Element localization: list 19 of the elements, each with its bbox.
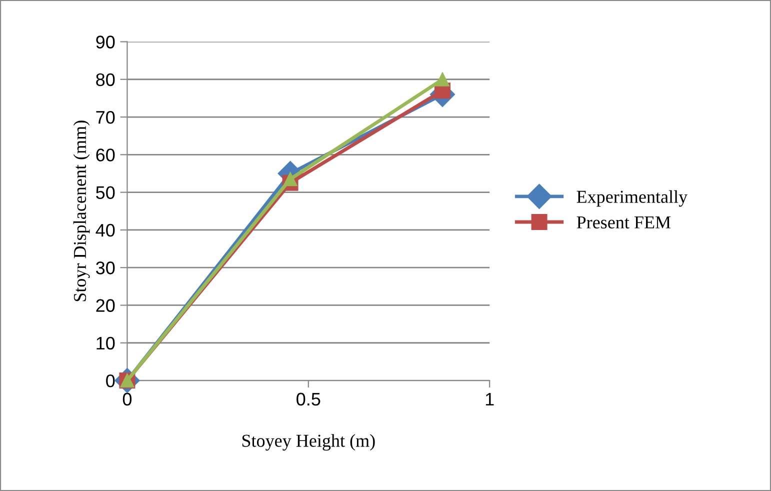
y-tick-label: 40 [96,224,115,237]
point [436,72,450,86]
y-tick-label: 60 [96,148,115,162]
x-tick-label: 1 [486,392,494,406]
x-axis-title: Stoyey Height (m) [242,434,375,451]
y-tick-label: 30 [96,262,115,274]
x-tick-label: 0.5 [296,392,320,406]
point [283,172,298,186]
y-tick-label: 20 [96,299,115,312]
x-tick-label: 0 [122,392,132,406]
y-tick-label: 0 [106,374,115,388]
y-tick-label: 10 [96,336,115,350]
y-tick-label: 70 [96,110,115,124]
legend-label: Present FEM [576,216,671,228]
y-tick-label: 90 [96,36,115,48]
legend-label: Experimentally [576,190,688,207]
y-tick-label: 50 [96,186,115,200]
y-tick-label: 80 [96,73,115,86]
y-axis-title: Stoyr Displacenent (mm) [73,120,90,302]
